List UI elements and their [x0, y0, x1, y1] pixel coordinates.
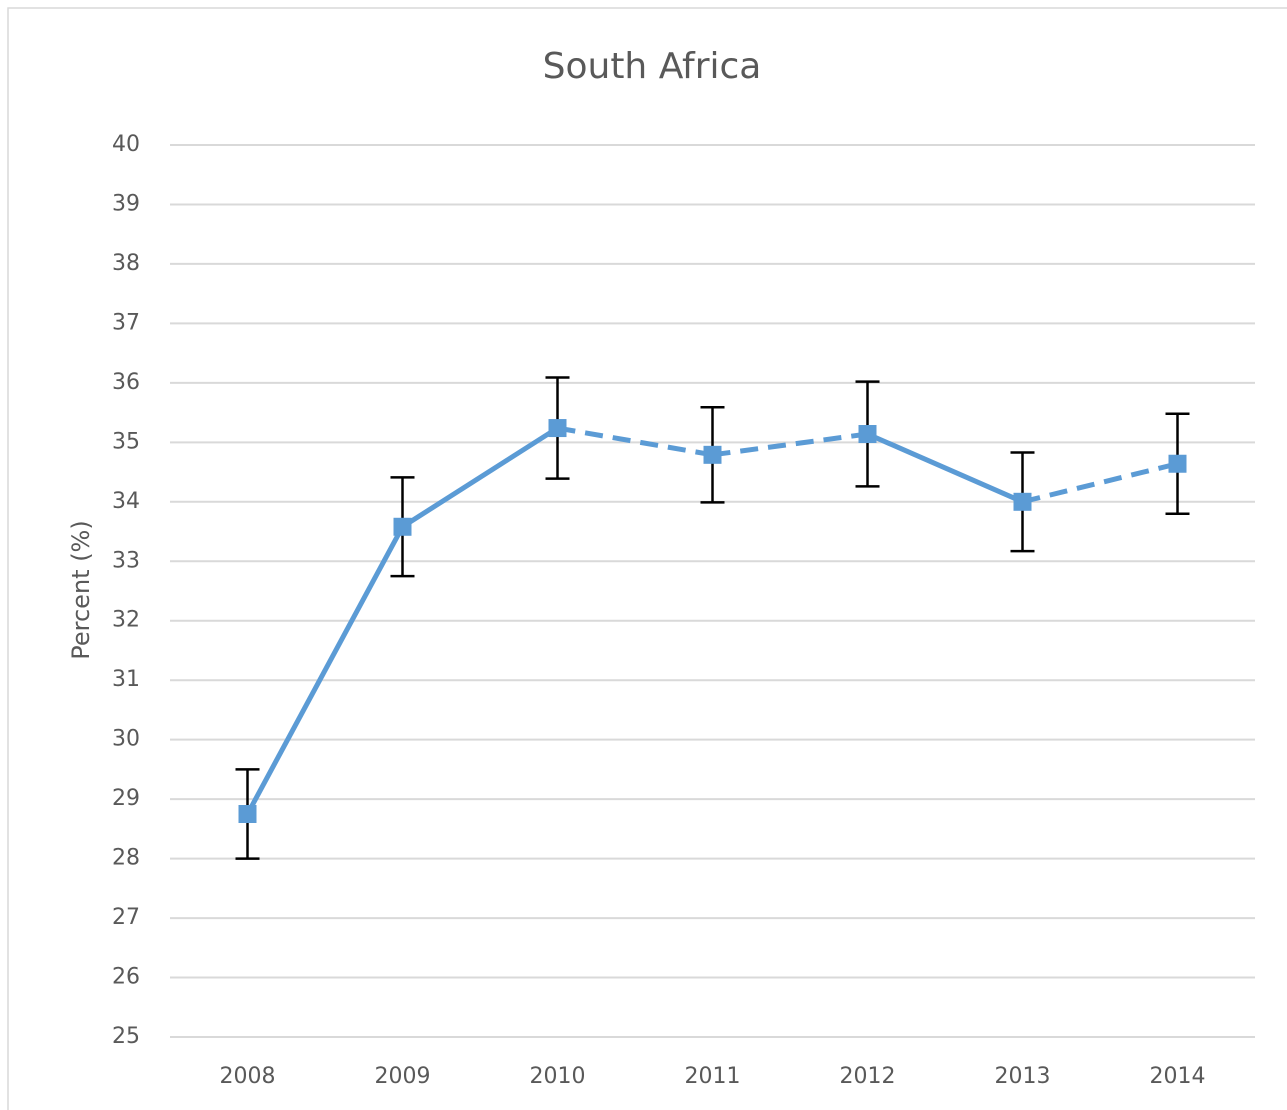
line-segment — [866, 431, 1024, 505]
marker — [238, 805, 257, 823]
y-tick-label: 29 — [112, 786, 140, 811]
y-tick-label: 26 — [112, 965, 140, 990]
chart-frame — [7, 7, 1287, 1110]
y-tick-label: 25 — [112, 1024, 140, 1049]
y-tick-label: 30 — [112, 727, 140, 752]
y-tick-label: 32 — [112, 608, 140, 633]
y-tick-label: 28 — [112, 846, 140, 871]
marker — [703, 445, 722, 464]
marker — [1013, 492, 1032, 511]
y-axis-label: Percent (%) — [67, 520, 95, 659]
y-tick-label: 36 — [112, 370, 140, 395]
y-tick-label: 38 — [112, 251, 140, 276]
line-segment — [245, 525, 405, 816]
y-tick-label: 40 — [112, 132, 140, 157]
y-tick-label: 27 — [112, 905, 140, 930]
marker — [393, 517, 412, 536]
x-tick-label: 2014 — [1150, 1064, 1206, 1089]
y-tick-label: 34 — [112, 489, 140, 514]
y-tick-label: 35 — [112, 429, 140, 454]
x-tick-label: 2008 — [220, 1064, 276, 1089]
x-tick-label: 2012 — [840, 1064, 896, 1089]
x-tick-label: 2013 — [995, 1064, 1051, 1089]
x-tick-label: 2009 — [375, 1064, 431, 1089]
y-tick-label: 39 — [112, 191, 140, 216]
y-tick-label: 33 — [112, 548, 140, 573]
y-tick-label: 31 — [112, 667, 140, 692]
marker — [548, 419, 567, 438]
marker — [858, 425, 877, 444]
x-tick-label: 2011 — [685, 1064, 741, 1089]
x-tick-label: 2010 — [530, 1064, 586, 1089]
line-segment — [401, 425, 559, 529]
y-tick-label: 37 — [112, 310, 140, 335]
marker — [1168, 454, 1187, 473]
chart-title: South Africa — [543, 46, 762, 87]
